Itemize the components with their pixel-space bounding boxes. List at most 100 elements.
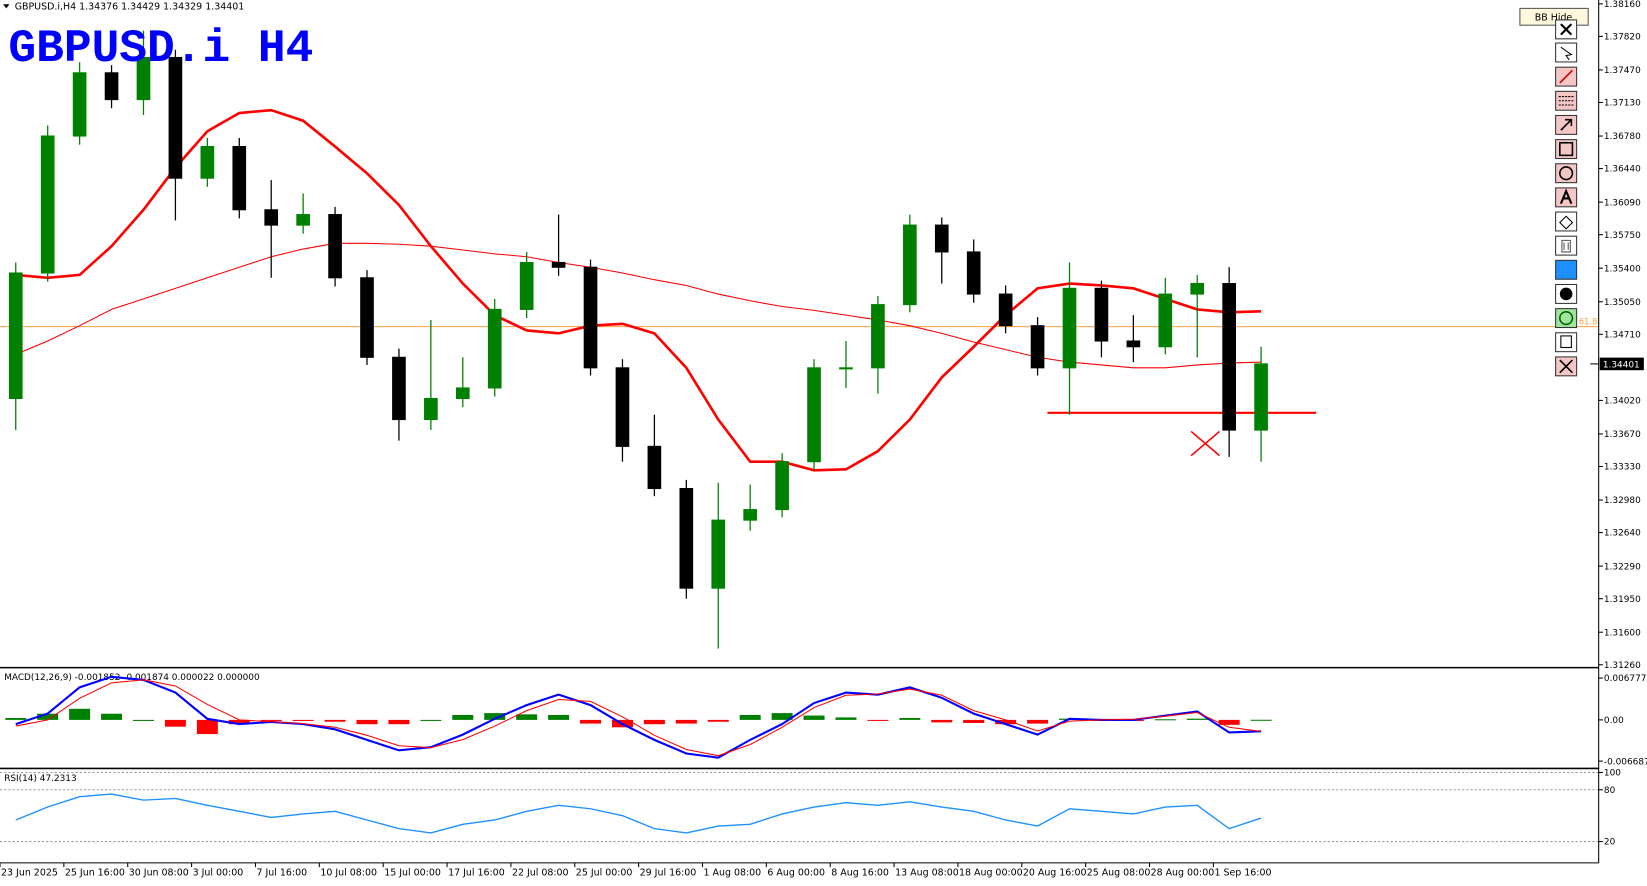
candle-body xyxy=(807,367,821,463)
candle-body xyxy=(1190,283,1205,295)
y-tick-label: 20 xyxy=(1604,838,1616,848)
histogram-bar xyxy=(452,714,474,720)
histogram-bar xyxy=(931,719,953,723)
candle-body xyxy=(328,214,342,279)
arrow-icon xyxy=(1560,118,1573,131)
y-tick-label: 1.38160 xyxy=(1604,0,1641,10)
x-tick-label: 29 Jul 16:00 xyxy=(640,868,697,879)
y-tick-label: 1.31600 xyxy=(1604,628,1641,638)
rectangle-icon xyxy=(1559,141,1574,157)
y-tick-label: 80 xyxy=(1604,786,1616,796)
price-tag xyxy=(1599,357,1644,371)
y-tick-label: 1.36780 xyxy=(1604,132,1641,142)
candle-body xyxy=(583,266,598,369)
x-tick-label: 20 Aug 16:00 xyxy=(1023,868,1087,879)
candle-body xyxy=(839,367,853,370)
x-tick-label: 7 Jul 16:00 xyxy=(257,868,308,879)
y-tick-label: 1.34710 xyxy=(1604,330,1641,340)
candle-body xyxy=(903,224,917,306)
x-tick-label: 3 Jul 00:00 xyxy=(193,868,244,879)
x-tick-label: 6 Aug 00:00 xyxy=(767,868,825,879)
x-tick-label: 25 Jun 16:00 xyxy=(65,868,125,879)
histogram-bar xyxy=(69,708,91,720)
candle-body xyxy=(711,519,726,589)
candle-body xyxy=(1094,287,1109,342)
level-label: 61.8 xyxy=(1579,317,1598,327)
candle-body xyxy=(998,293,1013,327)
histogram-bar xyxy=(675,719,697,724)
y-tick-label: 1.37130 xyxy=(1604,99,1641,109)
candle-body xyxy=(647,445,662,490)
candle-body xyxy=(296,214,310,226)
x-tick-label: 1 Aug 08:00 xyxy=(704,868,762,879)
y-tick-label: 1.35750 xyxy=(1604,231,1641,241)
x-tick-label: 15 Jul 00:00 xyxy=(384,868,441,879)
x-tick-label: 1 Sep 16:00 xyxy=(1214,868,1271,879)
candle-body xyxy=(8,272,23,400)
candle-body xyxy=(487,308,502,389)
histogram-bar xyxy=(228,719,250,725)
histogram-bar xyxy=(1027,719,1049,724)
x-tick-label: 28 Aug 00:00 xyxy=(1151,868,1215,879)
panel-title: RSI(14) 47.2313 xyxy=(4,774,76,784)
histogram-bar xyxy=(260,719,282,721)
y-tick-label: 100 xyxy=(1604,769,1621,779)
histogram-bar xyxy=(1154,719,1176,721)
candle-body xyxy=(934,224,949,253)
y-tick-label: 1.36440 xyxy=(1604,165,1641,175)
y-tick-label: 1.36090 xyxy=(1604,198,1641,208)
y-tick-label: 1.31950 xyxy=(1604,595,1641,605)
histogram-bar xyxy=(1186,718,1208,720)
histogram-bar xyxy=(707,719,729,722)
y-tick-label: 1.32640 xyxy=(1604,529,1641,539)
width-icon xyxy=(1559,287,1573,301)
candle-body xyxy=(200,146,215,179)
histogram-bar xyxy=(164,719,186,727)
histogram-bar xyxy=(324,719,346,722)
histogram-bar xyxy=(739,714,761,720)
histogram-bar xyxy=(5,718,27,720)
candle-body xyxy=(1222,283,1236,431)
y-tick-label: 1.31260 xyxy=(1604,661,1641,671)
rectangle-button[interactable] xyxy=(1555,139,1578,160)
y-tick-label: 1.32980 xyxy=(1604,496,1641,506)
histogram-bar xyxy=(356,719,378,725)
histogram-bar xyxy=(899,718,921,720)
x-tick-label: 25 Aug 08:00 xyxy=(1087,868,1151,879)
histogram-bar xyxy=(101,713,123,720)
text-icon xyxy=(1559,188,1573,205)
histogram-bar xyxy=(835,717,857,720)
button-label[interactable]: BB Hide xyxy=(1535,12,1573,23)
y-tick-label: 0.006777 xyxy=(1604,674,1647,684)
cursor-button[interactable] xyxy=(1555,42,1578,63)
candle-body xyxy=(168,56,183,179)
candle-body xyxy=(1254,363,1268,431)
histogram-bar xyxy=(995,719,1017,725)
y-tick-label: 1.37470 xyxy=(1604,66,1641,76)
x-tick-label: 8 Aug 16:00 xyxy=(831,868,889,879)
histogram-bar xyxy=(963,719,985,723)
histogram-bar xyxy=(1218,719,1240,725)
x-tick-label: 13 Aug 08:00 xyxy=(895,868,959,879)
x-tick-label: 23 Jun 2025 xyxy=(1,868,58,879)
histogram-bar xyxy=(516,714,538,720)
histogram-bar xyxy=(37,713,59,720)
y-tick-label: 1.34020 xyxy=(1604,397,1641,407)
y-tick-label: 1.37820 xyxy=(1604,33,1641,43)
color-button[interactable] xyxy=(1555,259,1578,280)
price-tag-label: 1.34401 xyxy=(1603,361,1640,371)
bb-hide-button[interactable]: BB Hide xyxy=(1519,7,1589,26)
candle-body xyxy=(232,146,247,211)
histogram-bar xyxy=(771,713,793,720)
histogram-bar xyxy=(867,719,889,721)
delete-button[interactable] xyxy=(1555,235,1578,256)
candle-body xyxy=(1158,293,1173,348)
cross-marker xyxy=(1190,430,1221,457)
candle-body xyxy=(615,367,630,447)
toolbar xyxy=(1555,19,1578,377)
eraser-button[interactable] xyxy=(1555,211,1578,232)
candle-body xyxy=(551,261,566,268)
y-tick-label: 0.00 xyxy=(1604,716,1624,726)
